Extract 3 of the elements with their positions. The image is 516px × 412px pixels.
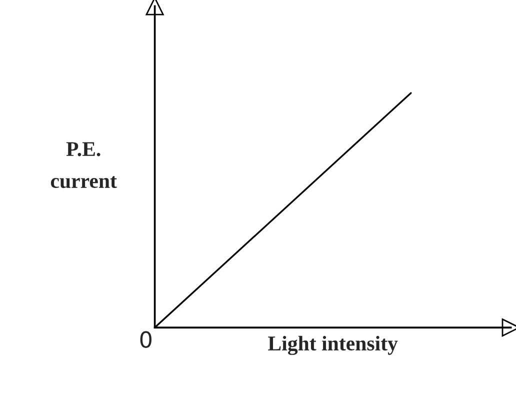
text: 0 (140, 331, 152, 348)
x-axis-title: Light intensity (268, 336, 398, 355)
y-axis-title: P.E. current (50, 142, 117, 188)
